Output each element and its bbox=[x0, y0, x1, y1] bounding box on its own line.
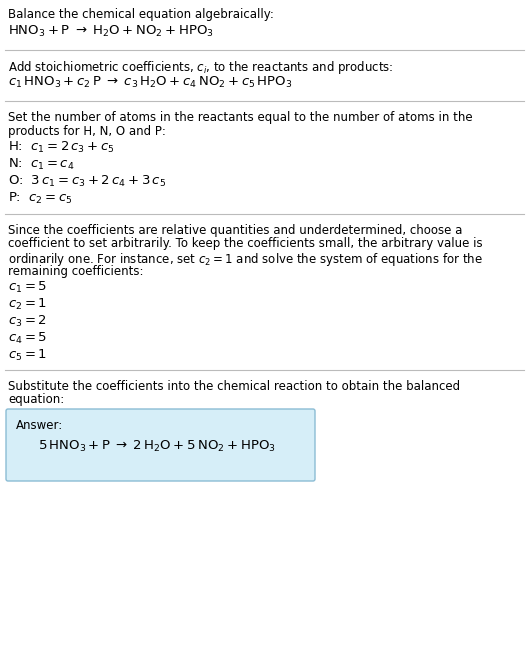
Text: $c_4 = 5$: $c_4 = 5$ bbox=[8, 331, 47, 346]
Text: N: $\;c_1 = c_4$: N: $\;c_1 = c_4$ bbox=[8, 157, 75, 172]
Text: remaining coefficients:: remaining coefficients: bbox=[8, 265, 143, 278]
Text: $c_1 = 5$: $c_1 = 5$ bbox=[8, 280, 47, 295]
Text: $c_2 = 1$: $c_2 = 1$ bbox=[8, 297, 47, 312]
Text: $\mathrm{HNO_3 + P} \;\rightarrow\; \mathrm{H_2O + NO_2 + HPO_3}$: $\mathrm{HNO_3 + P} \;\rightarrow\; \mat… bbox=[8, 23, 214, 39]
Text: ordinarily one. For instance, set $c_2 = 1$ and solve the system of equations fo: ordinarily one. For instance, set $c_2 =… bbox=[8, 251, 483, 268]
Text: $c_1\,\mathrm{HNO_3} + c_2\,\mathrm{P} \;\rightarrow\; c_3\,\mathrm{H_2O} + c_4\: $c_1\,\mathrm{HNO_3} + c_2\,\mathrm{P} \… bbox=[8, 75, 293, 90]
Text: Since the coefficients are relative quantities and underdetermined, choose a: Since the coefficients are relative quan… bbox=[8, 224, 462, 237]
Text: Add stoichiometric coefficients, $c_i$, to the reactants and products:: Add stoichiometric coefficients, $c_i$, … bbox=[8, 60, 394, 76]
Text: O: $\;3\,c_1 = c_3 + 2\,c_4 + 3\,c_5$: O: $\;3\,c_1 = c_3 + 2\,c_4 + 3\,c_5$ bbox=[8, 174, 166, 189]
Text: Balance the chemical equation algebraically:: Balance the chemical equation algebraica… bbox=[8, 8, 274, 21]
Text: equation:: equation: bbox=[8, 393, 64, 406]
Text: $5\,\mathrm{HNO_3} + \mathrm{P} \;\rightarrow\; 2\,\mathrm{H_2O} + 5\,\mathrm{NO: $5\,\mathrm{HNO_3} + \mathrm{P} \;\right… bbox=[38, 439, 276, 454]
Text: P: $\;c_2 = c_5$: P: $\;c_2 = c_5$ bbox=[8, 191, 72, 206]
Text: Substitute the coefficients into the chemical reaction to obtain the balanced: Substitute the coefficients into the che… bbox=[8, 380, 460, 393]
Text: $c_3 = 2$: $c_3 = 2$ bbox=[8, 314, 47, 329]
FancyBboxPatch shape bbox=[6, 409, 315, 481]
Text: products for H, N, O and P:: products for H, N, O and P: bbox=[8, 124, 166, 138]
Text: Set the number of atoms in the reactants equal to the number of atoms in the: Set the number of atoms in the reactants… bbox=[8, 111, 472, 124]
Text: coefficient to set arbitrarily. To keep the coefficients small, the arbitrary va: coefficient to set arbitrarily. To keep … bbox=[8, 237, 482, 250]
Text: Answer:: Answer: bbox=[16, 419, 63, 432]
Text: H: $\;c_1 = 2\,c_3 + c_5$: H: $\;c_1 = 2\,c_3 + c_5$ bbox=[8, 140, 115, 155]
Text: $c_5 = 1$: $c_5 = 1$ bbox=[8, 348, 47, 363]
